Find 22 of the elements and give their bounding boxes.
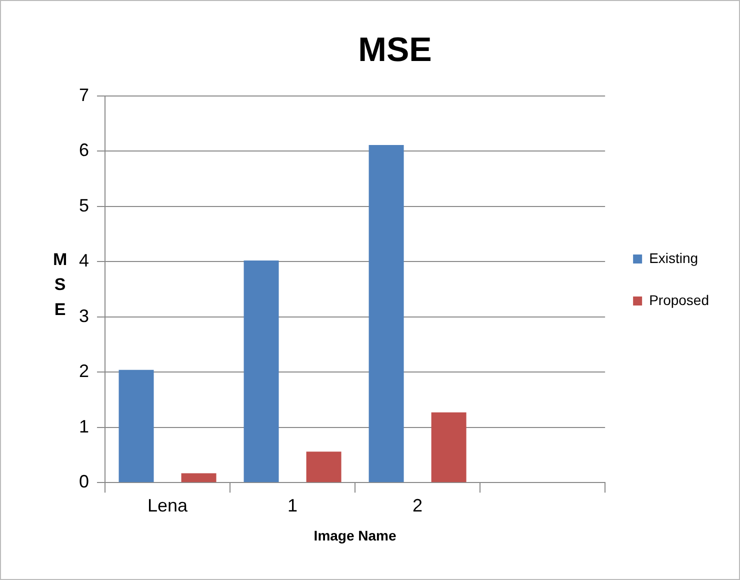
legend-label: Proposed xyxy=(649,292,710,308)
y-tick-label: 7 xyxy=(78,84,90,105)
x-tick-label: Lena xyxy=(147,495,189,516)
chart-title: MSE xyxy=(358,30,432,69)
x-axis-title: Image Name xyxy=(314,527,396,544)
y-tick-label: 3 xyxy=(78,306,90,326)
y-tick-label: 0 xyxy=(78,472,90,492)
x-tick-label: 1 xyxy=(288,495,298,516)
y-axis-title: MSE xyxy=(53,249,68,321)
bar xyxy=(181,473,216,482)
y-tick-label: 6 xyxy=(78,140,90,160)
legend-label: Existing xyxy=(649,250,698,266)
y-tick-label: 4 xyxy=(78,250,90,271)
bar xyxy=(431,412,466,482)
bar xyxy=(306,452,342,482)
bar xyxy=(368,144,404,482)
bar xyxy=(244,260,279,482)
x-tick-label: 2 xyxy=(412,495,423,516)
y-tick-label: 2 xyxy=(78,361,90,382)
y-tick-label: 5 xyxy=(78,195,90,216)
y-tick-label: 1 xyxy=(78,416,90,436)
bar xyxy=(118,370,154,482)
